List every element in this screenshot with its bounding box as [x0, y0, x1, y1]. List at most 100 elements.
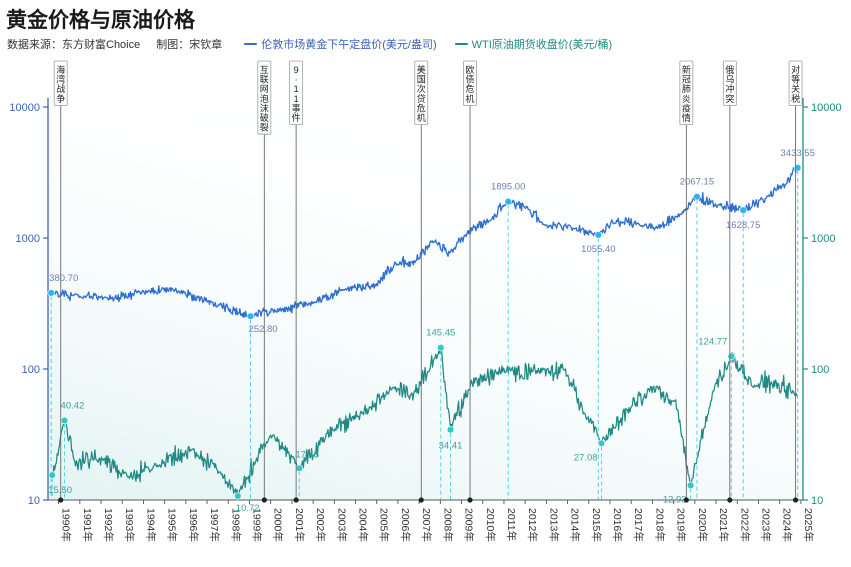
axes: 10 100 1000 10000 10 100 1000 10000 1990年 1991年 19…: [9, 98, 842, 542]
data-markers: 380.70 252.80 1895.00 1055.40 2067.15 1628.75…: [47, 148, 815, 514]
legend-item-oil[interactable]: WTI原油期货收盘价(美元/桶): [454, 36, 613, 52]
event-annotations: 海湾战争互联网泡沫破裂9·11事件美国次贷危机欧债危机新冠肺炎疫情俄乌冲突对等关…: [53, 60, 803, 503]
x-axis-tick-label: 2019年: [675, 508, 688, 542]
y-axis-tick-label: 100: [22, 364, 40, 376]
x-axis-tick-label: 1996年: [187, 508, 200, 542]
annotation-char: 新: [682, 64, 691, 75]
data-point-label: 1055.40: [581, 244, 615, 255]
x-axis-tick-label: 1991年: [81, 508, 94, 542]
data-point-marker[interactable]: [446, 425, 455, 434]
x-axis-tick-label: 2006年: [399, 508, 412, 542]
x-axis-tick-label: 1998年: [229, 508, 242, 542]
annotation-char: 件: [292, 112, 301, 123]
legend-swatch-gold-icon: [244, 43, 258, 45]
x-axis-tick-label: 2004年: [357, 508, 370, 542]
annotation-char: 突: [725, 93, 734, 104]
x-axis-tick-label: 2003年: [335, 508, 348, 542]
data-point-marker[interactable]: [295, 464, 304, 473]
x-axis-tick-label: 1995年: [166, 508, 179, 542]
data-point-marker[interactable]: [60, 416, 69, 425]
data-point-marker[interactable]: [597, 439, 606, 448]
page-title: 黄金价格与原油价格: [6, 9, 195, 32]
y-axis-tick-label: 10000: [9, 102, 40, 114]
x-axis-tick-label: 2020年: [696, 508, 709, 542]
x-axis-tick-label: 2012年: [526, 508, 539, 542]
data-point-label: 27.08: [574, 452, 598, 463]
data-point-label: 17.45: [295, 449, 319, 460]
x-axis-tick-label: 2000年: [272, 508, 285, 542]
series-line-oil: [51, 348, 798, 498]
data-point-label: 12.93: [663, 494, 687, 505]
x-axis-tick-label: 2016年: [611, 508, 624, 542]
annotation-char: 炎: [682, 94, 691, 104]
data-point-marker[interactable]: [686, 481, 695, 490]
data-point-marker[interactable]: [437, 343, 445, 352]
annotation-char: 关: [791, 83, 800, 94]
x-axis-tick-label: 1992年: [102, 508, 115, 542]
annotation-char: 1: [294, 94, 299, 104]
annotation-char: 网: [260, 84, 269, 94]
x-axis-tick-label: 2021年: [717, 508, 730, 542]
data-point-label: 124.77: [698, 336, 727, 347]
data-point-label: 2067.15: [680, 177, 714, 188]
annotation-char: 欧: [466, 64, 475, 75]
annotation-char: 危: [466, 83, 475, 94]
data-point-marker[interactable]: [47, 289, 55, 297]
data-point-label: 1628.75: [726, 220, 760, 231]
data-point-marker[interactable]: [48, 471, 56, 479]
x-axis-tick-label: 2024年: [781, 508, 794, 542]
x-axis-tick-label: 2014年: [569, 508, 582, 542]
data-point-label: 252.80: [249, 324, 278, 335]
annotation-char: 9: [294, 65, 299, 75]
x-axis-tick-label: 1990年: [60, 508, 73, 542]
data-point-marker[interactable]: [693, 192, 701, 201]
annotation-char: 债: [466, 74, 475, 85]
x-axis-tick-label: 2011年: [505, 508, 518, 541]
data-point-marker[interactable]: [246, 312, 255, 320]
data-point-marker[interactable]: [739, 206, 747, 214]
data-point-marker[interactable]: [727, 352, 736, 361]
data-point-marker[interactable]: [234, 492, 242, 500]
data-point-marker[interactable]: [594, 231, 603, 239]
y2-axis-tick-label: 100: [811, 364, 829, 376]
annotation-char: 冲: [725, 83, 734, 94]
x-axis-tick-label: 2005年: [378, 508, 391, 542]
annotation-char: 1: [294, 84, 299, 94]
annotation-char: 次: [417, 83, 426, 94]
x-axis-tick-label: 2007年: [420, 508, 433, 542]
x-axis-tick-label: 2022年: [738, 508, 751, 542]
annotation-char: 海: [56, 64, 65, 75]
annotation-char: 危: [417, 102, 426, 113]
x-axis-tick-label: 2001年: [293, 508, 306, 542]
annotation-char: 情: [682, 112, 691, 123]
y2-axis-tick-label: 1000: [811, 233, 835, 245]
legend-item-gold[interactable]: 伦敦市场黄金下午定盘价(美元/盎司): [244, 36, 437, 52]
x-axis-tick-label: 2018年: [653, 508, 666, 542]
annotation-char: 机: [417, 112, 426, 123]
annotation-char: 疫: [682, 102, 691, 113]
legend-label-oil: WTI原油期货收盘价(美元/桶): [471, 39, 613, 51]
annotation-char: 湾: [56, 74, 65, 85]
annotation-char: 事: [292, 102, 301, 113]
data-source-label: 数据来源：东方财富Choice: [7, 39, 141, 51]
data-point-label: 1895.00: [491, 182, 525, 193]
annotation-char: ·: [295, 75, 298, 85]
annotation-char: 乌: [725, 74, 734, 85]
chart-series: [50, 167, 798, 498]
annotation-char: 对: [791, 64, 800, 75]
x-axis-tick-label: 2002年: [314, 508, 327, 542]
x-axis-tick-label: 1993年: [123, 508, 136, 542]
data-point-marker[interactable]: [504, 197, 512, 206]
x-axis-tick-label: 2013年: [547, 508, 560, 542]
annotation-char: 联: [260, 75, 269, 85]
data-point-label: 145.45: [426, 328, 455, 339]
annotation-anchor-dot: [261, 497, 267, 503]
